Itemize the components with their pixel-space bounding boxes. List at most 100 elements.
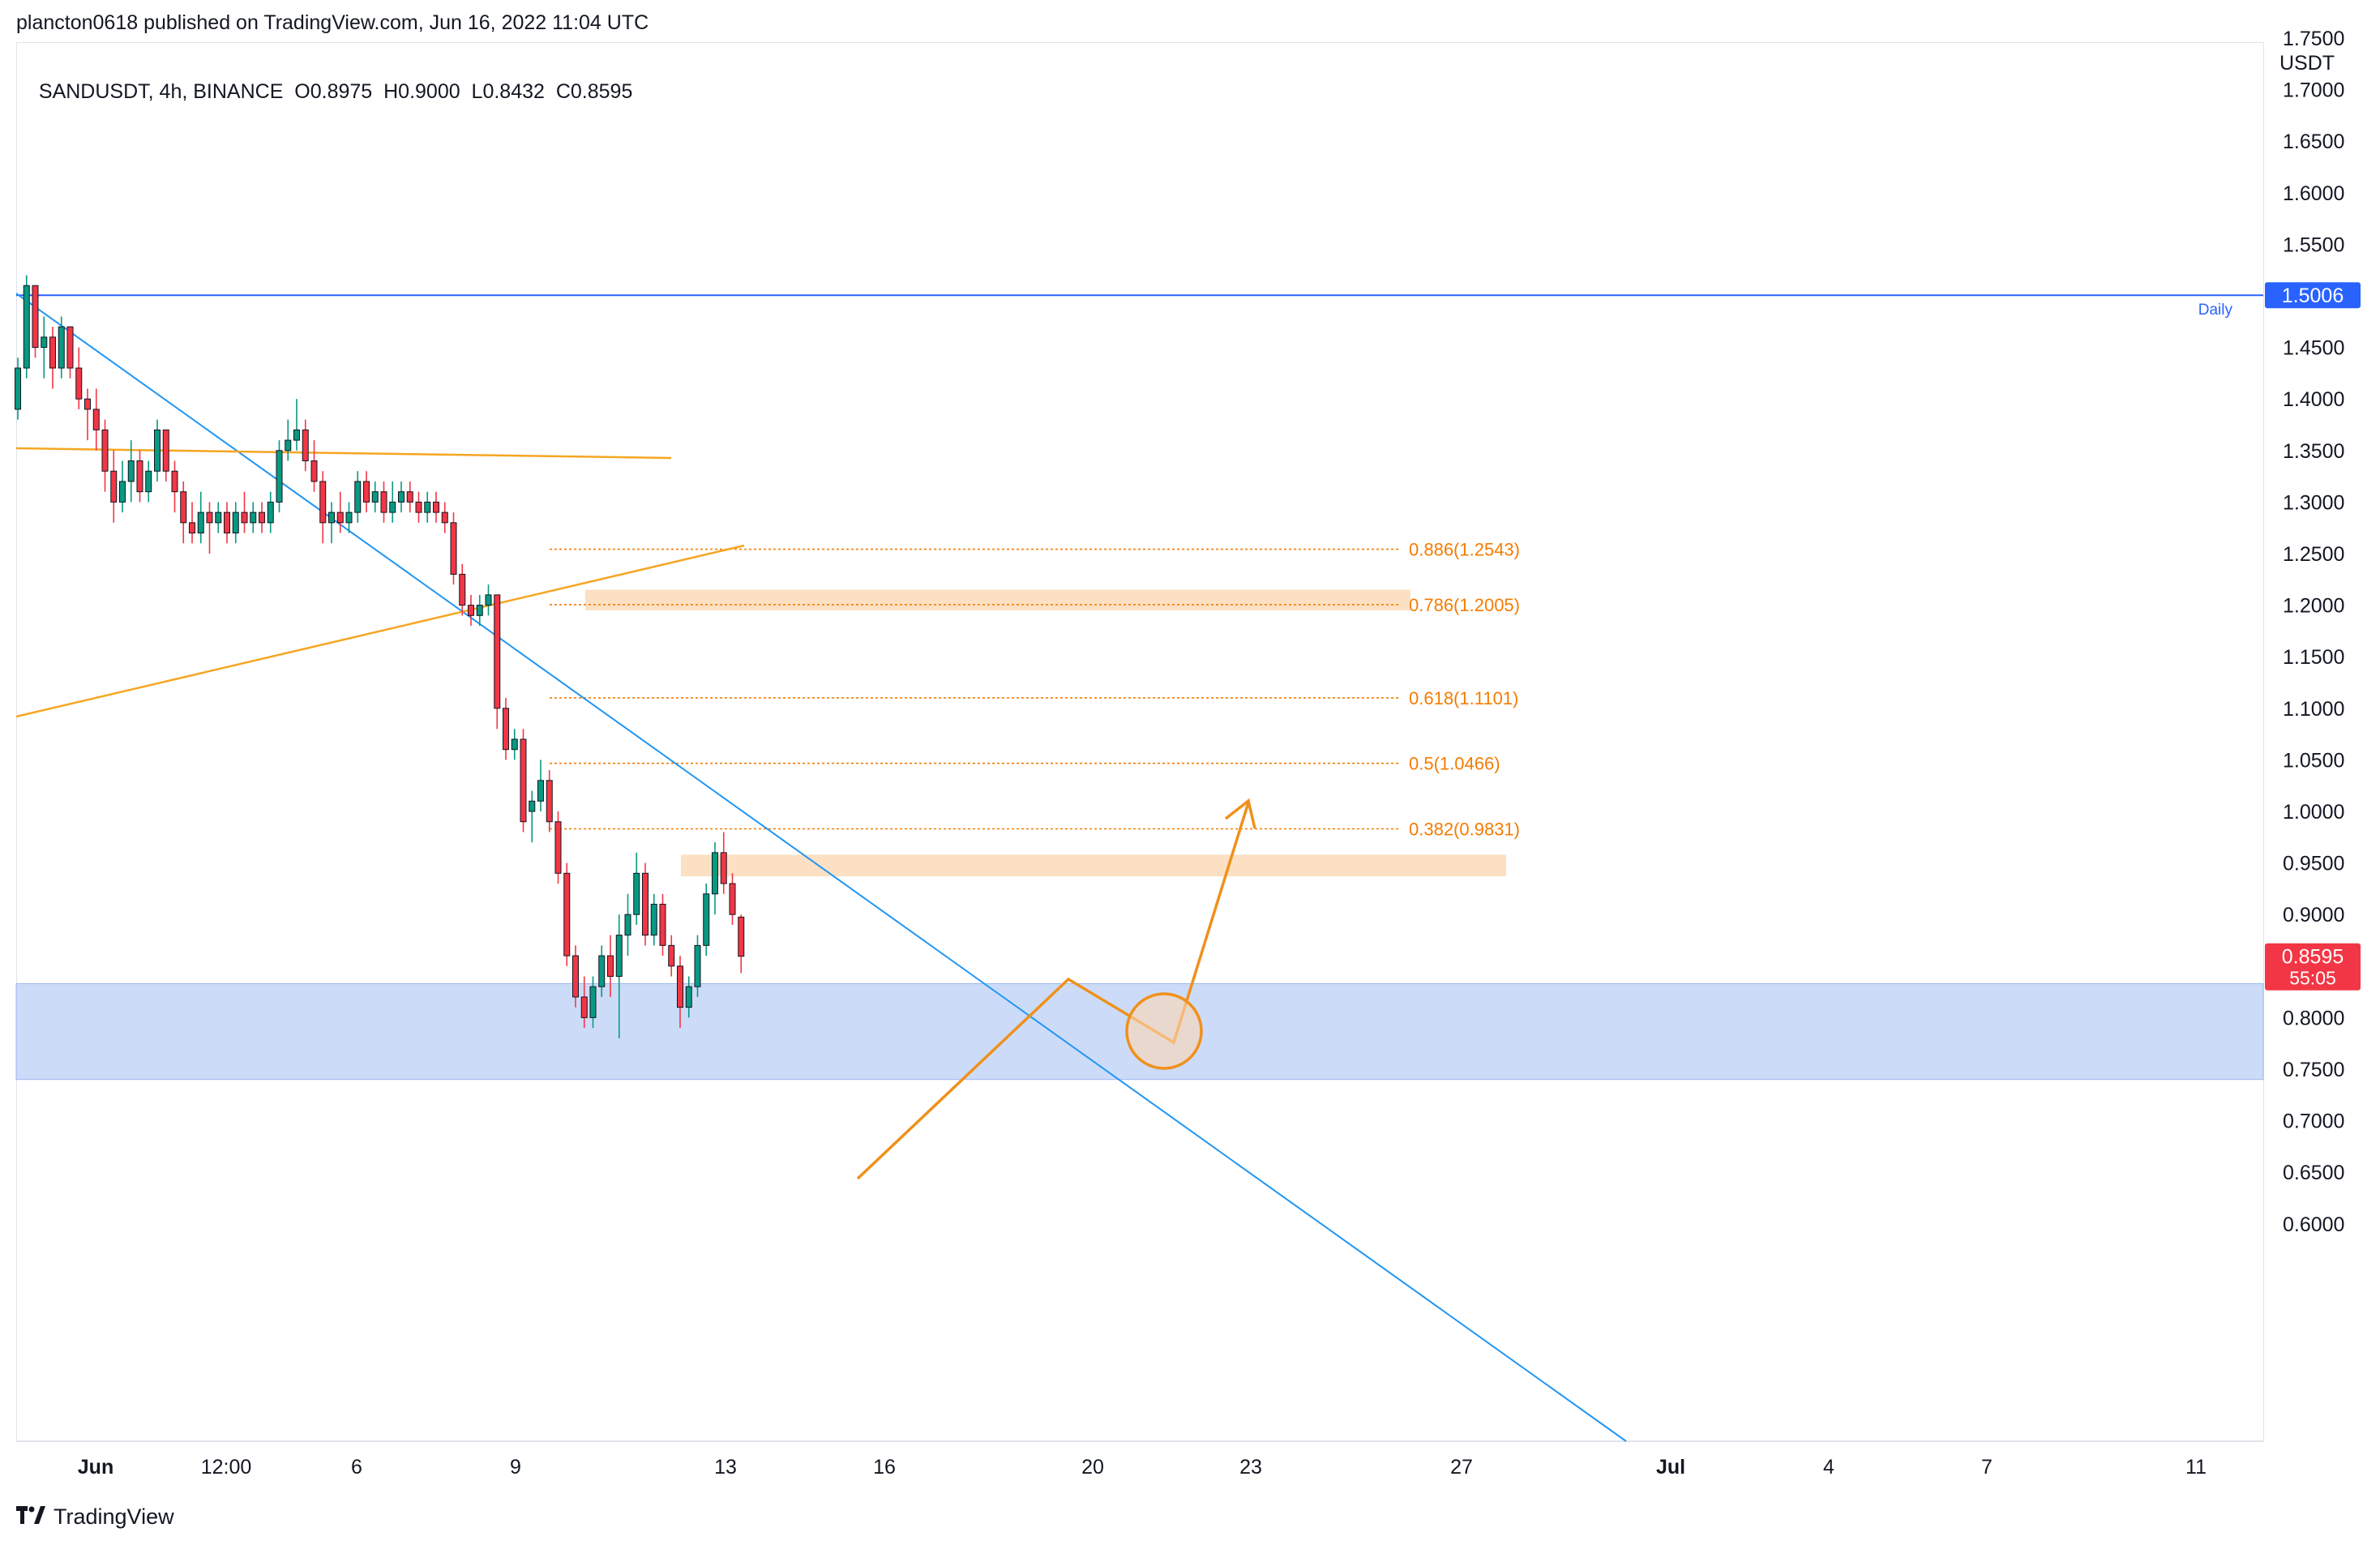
price-tick-label: 1.7000 [2283, 79, 2344, 102]
candle-body [41, 336, 48, 349]
candle-body [232, 511, 239, 534]
candle-body [127, 460, 135, 482]
candle-body [23, 285, 30, 369]
candle-body [450, 522, 457, 575]
candle-body [389, 501, 396, 513]
candle-body [215, 511, 222, 524]
candle-body [712, 852, 718, 895]
candle-body [162, 429, 169, 472]
candle-body [101, 429, 109, 472]
candle-body [668, 944, 675, 967]
time-tick-label: 6 [351, 1456, 362, 1479]
candle-body [136, 460, 143, 493]
candle-body [110, 470, 118, 503]
legend-close: C0.8595 [555, 80, 633, 103]
legend-high: H0.9000 [383, 80, 460, 103]
candle-body [520, 738, 527, 823]
candle-body [537, 780, 544, 802]
price-tick-label: 0.9000 [2283, 904, 2344, 927]
price-tick-label: 0.7500 [2283, 1059, 2344, 1081]
fib-level-label: 0.5(1.0466) [1409, 754, 1500, 774]
candle-body [459, 573, 466, 606]
candle-body [406, 491, 413, 503]
candle-body [503, 708, 509, 751]
levels-layer: DailyDaily [16, 294, 2263, 319]
candle-body [75, 367, 83, 400]
candle-body [154, 429, 161, 472]
zone-resistance-lower [681, 854, 1506, 877]
time-tick-label: 16 [873, 1456, 896, 1479]
fibonacci-retracement: 0.886(1.2543) 0.786(1.2005) 0.618(1.1101) 0… [550, 540, 1520, 839]
candle-body [694, 944, 701, 987]
chart-pane[interactable] [16, 42, 2263, 1441]
candle-body [206, 511, 213, 524]
candle-body [189, 522, 195, 534]
candle-body [633, 872, 640, 915]
price-tick-label: 1.2500 [2283, 543, 2344, 566]
price-tick-label: 1.4500 [2283, 337, 2344, 360]
trendlines-layer [15, 293, 1627, 1442]
ohlc-legend: SANDUSDT, 4h, BINANCE O0.8975 H0.9000 L0… [28, 57, 632, 104]
candle-body [572, 955, 579, 998]
candle-body [354, 481, 362, 513]
candle-body [580, 996, 588, 1018]
candle-body [607, 955, 614, 978]
candle-body [554, 821, 562, 874]
candles-layer [15, 275, 745, 1038]
candle-body [546, 780, 553, 823]
projection-layer [856, 798, 1256, 1180]
price-tick-label: 1.1000 [2283, 698, 2344, 721]
price-tick-label: 0.8000 [2283, 1007, 2344, 1029]
publisher-header: plancton0618 published on TradingView.co… [16, 11, 649, 34]
fib-level-label: 0.618(1.1101) [1409, 688, 1518, 708]
price-badge-label: 0.8595 [2282, 946, 2344, 969]
candle-body [650, 903, 657, 936]
candle-body [180, 491, 187, 524]
candle-body [49, 336, 56, 369]
candle-body [319, 481, 327, 524]
orange-resistance-line [15, 447, 672, 460]
price-tick-label: 1.0000 [2283, 801, 2344, 824]
candle-body [293, 429, 300, 441]
price-tick-label: 1.3500 [2283, 440, 2344, 463]
price-tick-label: 1.6000 [2283, 182, 2344, 205]
projected-path-arrowhead [1224, 798, 1256, 829]
time-tick-label: 9 [510, 1456, 521, 1479]
candle-body [511, 738, 518, 751]
candle-body [642, 872, 649, 936]
candle-body [345, 511, 353, 524]
entry-circle [1125, 992, 1203, 1070]
candle-body [32, 285, 39, 349]
candle-body [171, 470, 178, 493]
price-tick-label: 1.2000 [2283, 595, 2344, 618]
candle-body [598, 955, 606, 987]
candle-body [371, 491, 379, 503]
currency-label[interactable]: USDT [2279, 52, 2335, 75]
fib-level-label: 0.786(1.2005) [1409, 595, 1520, 615]
price-tick-label: 1.7500 [2283, 28, 2344, 50]
time-tick-label: 11 [2185, 1456, 2207, 1479]
time-tick-label: 20 [1081, 1456, 1104, 1479]
candle-body [119, 481, 126, 503]
price-tick-label: 0.6000 [2283, 1213, 2344, 1236]
candle-body [241, 511, 248, 524]
candle-body [433, 501, 439, 513]
candle-body [398, 491, 405, 503]
price-tick-label: 1.5500 [2283, 233, 2344, 256]
candle-body [720, 852, 727, 884]
price-tick-label: 0.7000 [2283, 1111, 2344, 1133]
time-tick-label: 27 [1450, 1456, 1473, 1479]
candle-body [328, 511, 335, 524]
candle-body [66, 326, 74, 369]
candle-body [336, 511, 344, 524]
candle-body [485, 594, 492, 606]
legend-open: O0.8975 [294, 80, 373, 103]
tradingview-logo[interactable]: TradingView [16, 1503, 174, 1530]
price-tick-label: 1.3000 [2283, 491, 2344, 514]
candle-body [441, 511, 448, 524]
daily-level-label: Daily [2198, 302, 2233, 319]
candle-body [563, 872, 571, 957]
price-axis-divider [2263, 42, 2264, 1441]
candle-body [685, 986, 692, 1008]
